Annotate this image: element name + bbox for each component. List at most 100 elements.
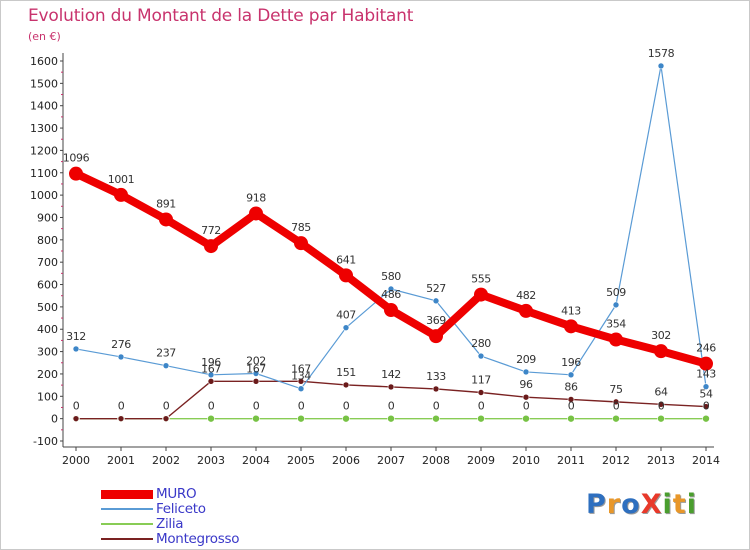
y-tick-label: 1100 [30,167,58,180]
legend-swatch [101,489,153,499]
data-label-montegrosso: 117 [471,373,491,386]
data-point-zilia [207,414,215,423]
data-point-muro [699,356,713,371]
y-tick-label: 1300 [30,122,58,135]
data-label-muro: 918 [246,191,266,204]
legend-item-montegrosso: Montegrosso [101,531,301,547]
y-tick-label: -100 [33,435,58,448]
data-point-montegrosso [162,415,170,422]
data-point-zilia [477,414,485,423]
data-label-muro: 302 [651,329,671,342]
data-point-feliceto [567,371,575,379]
data-point-feliceto [72,345,80,353]
legend: MURO Feliceto Zilia Montegrosso [101,486,301,547]
legend-item-zilia: Zilia [101,516,301,532]
data-point-muro [339,268,353,283]
data-point-montegrosso [252,378,260,385]
y-tick-label: 900 [37,211,58,224]
y-tick-label: 1000 [30,189,58,202]
data-label-muro: 555 [471,273,491,286]
chart-title: Evolution du Montant de la Dette par Hab… [28,6,414,26]
data-point-feliceto [162,362,170,369]
y-tick-label: 300 [37,346,58,359]
data-label-zilia: 0 [433,400,440,413]
data-point-montegrosso [72,415,80,422]
data-label-feliceto: 196 [561,356,581,369]
series-points [69,62,713,423]
data-point-zilia [702,414,710,423]
y-tick-label: 700 [37,256,58,269]
x-tick-label: 2009 [467,454,495,467]
data-point-muro [519,303,533,318]
data-label-montegrosso: 167 [291,362,311,375]
y-tick-label: 200 [37,368,58,381]
data-label-feliceto: 134 [291,370,311,383]
data-point-montegrosso [342,381,350,389]
data-label-montegrosso: 142 [381,368,401,381]
data-label-feliceto: 407 [336,309,356,322]
series-lines [72,65,710,420]
data-point-zilia [342,414,350,423]
x-tick-label: 2008 [422,454,450,467]
data-label-feliceto: 1578 [648,47,675,60]
data-point-feliceto [387,285,395,293]
data-point-muro [294,236,308,251]
proxiti-logo: ProXiti [586,489,697,520]
data-label-muro: 785 [291,221,311,234]
x-tick-label: 2010 [512,454,540,467]
data-point-montegrosso [117,415,125,422]
x-tick-label: 2007 [377,454,405,467]
data-point-muro [114,187,128,202]
y-tick-label: 600 [37,279,58,292]
data-point-muro [69,166,83,181]
data-point-muro [609,332,623,347]
data-point-muro [564,319,578,334]
y-tick-label: 1400 [30,100,58,113]
data-label-muro: 772 [201,224,221,237]
data-point-zilia [612,414,620,423]
y-tick-label: 100 [37,390,58,403]
data-point-montegrosso [387,383,395,391]
data-label-montegrosso: 0 [118,400,125,413]
data-point-zilia [567,414,575,423]
data-label-zilia: 0 [568,400,575,413]
data-point-montegrosso [297,378,305,385]
legend-label: MURO [156,486,197,502]
data-label-zilia: 0 [253,400,260,413]
data-point-zilia [252,414,260,423]
data-point-montegrosso [612,398,620,406]
data-point-feliceto [297,385,305,392]
x-tick-label: 2006 [332,454,360,467]
data-point-muro [204,239,218,254]
data-label-feliceto: 312 [66,330,86,343]
data-label-feliceto: 527 [426,282,446,295]
data-label-feliceto: 580 [381,270,401,283]
data-label-feliceto: 509 [606,286,626,299]
data-point-feliceto [117,353,125,361]
data-label-muro: 482 [516,289,536,302]
data-point-montegrosso [522,393,530,401]
data-label-montegrosso: 167 [201,362,221,375]
data-point-montegrosso [567,396,575,403]
data-label-montegrosso: 0 [73,400,80,413]
data-label-muro: 354 [606,318,626,331]
y-tick-label: 800 [37,234,58,247]
data-label-zilia: 0 [388,400,395,413]
data-label-muro: 246 [696,342,716,355]
data-label-zilia: 0 [208,400,215,413]
data-label-feliceto: 276 [111,338,131,351]
data-label-muro: 369 [426,314,446,327]
data-point-zilia [657,414,665,423]
x-tick-label: 2003 [197,454,225,467]
data-point-muro [384,303,398,318]
legend-swatch [101,508,153,510]
data-label-feliceto: 237 [156,347,176,360]
y-tick-label: 400 [37,323,58,336]
data-label-feliceto: 209 [516,353,536,366]
data-point-montegrosso [702,403,710,410]
data-label-zilia: 0 [703,400,710,413]
chart-subtitle: (en €) [28,30,61,43]
x-tick-label: 2011 [557,454,585,467]
data-label-montegrosso: 133 [426,370,446,383]
axes: -100010020030040050060070080090010001100… [30,53,720,467]
